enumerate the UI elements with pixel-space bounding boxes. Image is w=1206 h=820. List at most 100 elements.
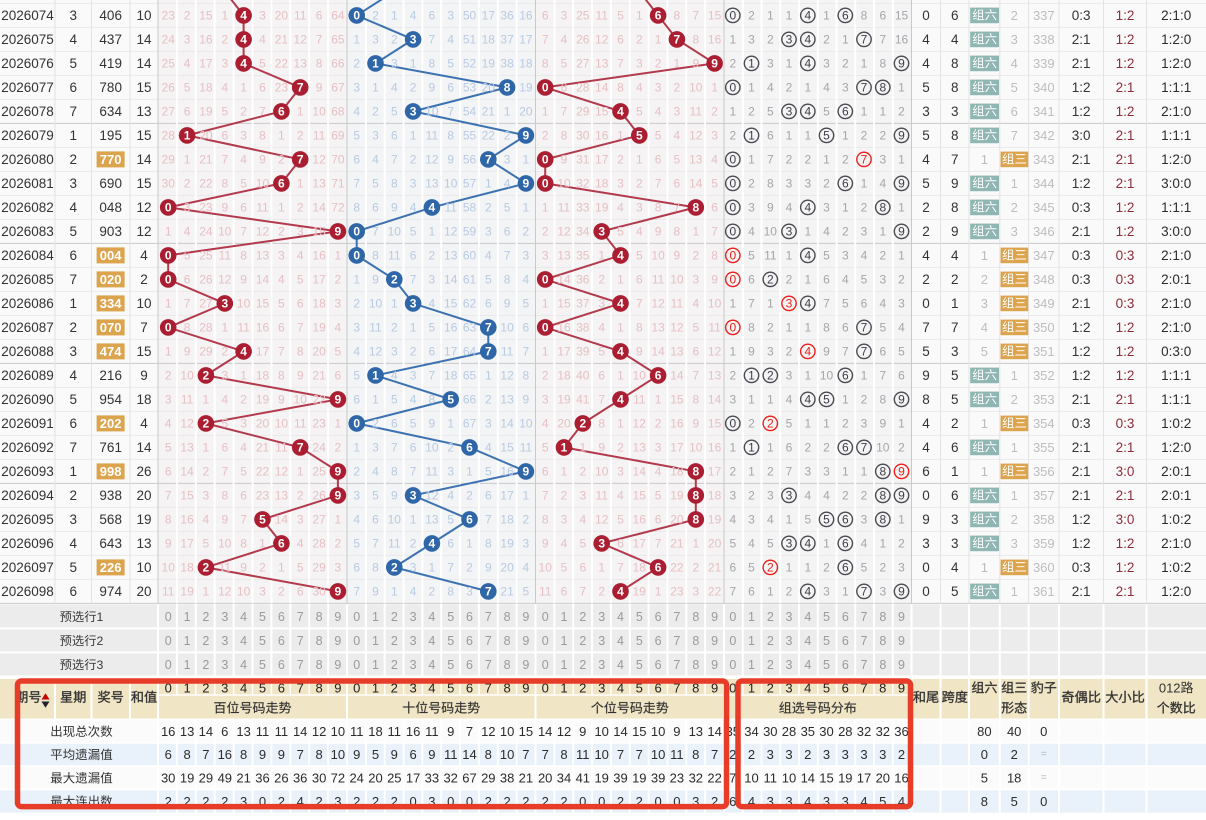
svg-text:4: 4 <box>879 297 886 311</box>
svg-text:7: 7 <box>485 610 492 624</box>
svg-text:2: 2 <box>579 610 586 624</box>
svg-text:9: 9 <box>711 273 718 287</box>
svg-text:8: 8 <box>879 610 886 624</box>
svg-text:7: 7 <box>297 610 304 624</box>
svg-text:1:2: 1:2 <box>1072 104 1091 119</box>
svg-text:21: 21 <box>670 537 684 551</box>
svg-text:1: 1 <box>598 249 605 263</box>
svg-text:3: 3 <box>879 153 886 167</box>
svg-text:5: 5 <box>447 513 454 527</box>
svg-text:6: 6 <box>655 610 662 624</box>
svg-text:4: 4 <box>804 345 811 359</box>
svg-text:60: 60 <box>463 249 477 263</box>
svg-text:0:3: 0:3 <box>1072 416 1091 431</box>
svg-text:18: 18 <box>708 489 722 503</box>
svg-text:7: 7 <box>692 369 699 383</box>
svg-text:3: 3 <box>823 585 830 599</box>
svg-text:1: 1 <box>804 369 811 383</box>
svg-text:6: 6 <box>922 464 930 479</box>
svg-text:0: 0 <box>729 81 736 95</box>
svg-text:6: 6 <box>184 273 191 287</box>
svg-text:59: 59 <box>463 225 477 239</box>
svg-text:1: 1 <box>221 321 228 335</box>
svg-text:1: 1 <box>617 273 624 287</box>
svg-text:8: 8 <box>542 57 549 71</box>
svg-text:3: 3 <box>767 747 774 762</box>
svg-text:1: 1 <box>410 57 417 71</box>
svg-text:7: 7 <box>673 610 680 624</box>
svg-text:6: 6 <box>278 321 285 335</box>
svg-text:1: 1 <box>69 128 77 143</box>
svg-text:11: 11 <box>764 771 778 786</box>
svg-text:7: 7 <box>711 225 718 239</box>
svg-text:4: 4 <box>447 33 454 47</box>
svg-text:5: 5 <box>636 129 643 143</box>
svg-text:7: 7 <box>485 585 492 599</box>
svg-text:3: 3 <box>447 465 454 479</box>
svg-text:1: 1 <box>617 369 624 383</box>
svg-text:10: 10 <box>256 177 270 191</box>
svg-text:11: 11 <box>181 393 194 407</box>
svg-text:3:0: 3:0 <box>1072 128 1091 143</box>
svg-text:7: 7 <box>372 225 379 239</box>
svg-text:56: 56 <box>463 153 477 167</box>
svg-text:7: 7 <box>861 658 868 672</box>
svg-text:11: 11 <box>294 9 307 23</box>
svg-text:761: 761 <box>99 440 122 455</box>
svg-text:2: 2 <box>786 153 793 167</box>
svg-text:3: 3 <box>447 9 454 23</box>
svg-text:3: 3 <box>1011 224 1018 239</box>
svg-text:23: 23 <box>670 585 684 599</box>
svg-text:2: 2 <box>748 177 755 191</box>
svg-text:9: 9 <box>391 747 398 762</box>
svg-text:10: 10 <box>180 369 194 383</box>
svg-text:6: 6 <box>372 513 379 527</box>
svg-text:1: 1 <box>542 297 549 311</box>
svg-text:343: 343 <box>1033 152 1055 167</box>
svg-text:2: 2 <box>335 537 342 551</box>
svg-text:2:1:0: 2:1:0 <box>1161 248 1191 263</box>
svg-text:4: 4 <box>636 225 643 239</box>
svg-text:4: 4 <box>951 32 959 47</box>
svg-text:1:2: 1:2 <box>1116 560 1135 575</box>
svg-text:2026080: 2026080 <box>1 152 54 167</box>
svg-text:15: 15 <box>500 441 514 455</box>
svg-text:3: 3 <box>898 297 905 311</box>
svg-text:7: 7 <box>674 201 681 215</box>
svg-text:9: 9 <box>823 345 830 359</box>
svg-text:5: 5 <box>372 489 379 503</box>
svg-text:7: 7 <box>429 33 436 47</box>
svg-text:6: 6 <box>729 561 736 575</box>
svg-text:6: 6 <box>278 658 285 672</box>
svg-text:1: 1 <box>879 537 886 551</box>
svg-text:4: 4 <box>804 634 811 648</box>
svg-text:13: 13 <box>557 249 571 263</box>
svg-text:13: 13 <box>670 345 684 359</box>
svg-text:6: 6 <box>391 129 398 143</box>
svg-text:9: 9 <box>240 561 247 575</box>
svg-text:18: 18 <box>595 177 609 191</box>
svg-text:1: 1 <box>748 369 755 383</box>
svg-text:3: 3 <box>561 9 568 23</box>
svg-text:5: 5 <box>353 369 360 383</box>
svg-text:12: 12 <box>425 489 439 503</box>
svg-text:3: 3 <box>523 249 530 263</box>
svg-text:0:3: 0:3 <box>1116 296 1135 311</box>
svg-text:2: 2 <box>391 561 398 575</box>
svg-text:6: 6 <box>561 585 568 599</box>
svg-text:2: 2 <box>786 273 793 287</box>
svg-text:29: 29 <box>199 345 213 359</box>
svg-text:21: 21 <box>708 561 722 575</box>
svg-text:9: 9 <box>898 634 905 648</box>
svg-text:8: 8 <box>692 33 699 47</box>
svg-text:2:1: 2:1 <box>1116 128 1135 143</box>
svg-text:4: 4 <box>804 201 811 215</box>
svg-text:1: 1 <box>278 129 285 143</box>
svg-text:8: 8 <box>951 128 959 143</box>
svg-text:2: 2 <box>898 273 905 287</box>
svg-text:13: 13 <box>312 177 326 191</box>
svg-text:10: 10 <box>764 225 778 239</box>
svg-text:7: 7 <box>673 634 680 648</box>
svg-text:7: 7 <box>69 104 77 119</box>
svg-text:16: 16 <box>180 513 194 527</box>
